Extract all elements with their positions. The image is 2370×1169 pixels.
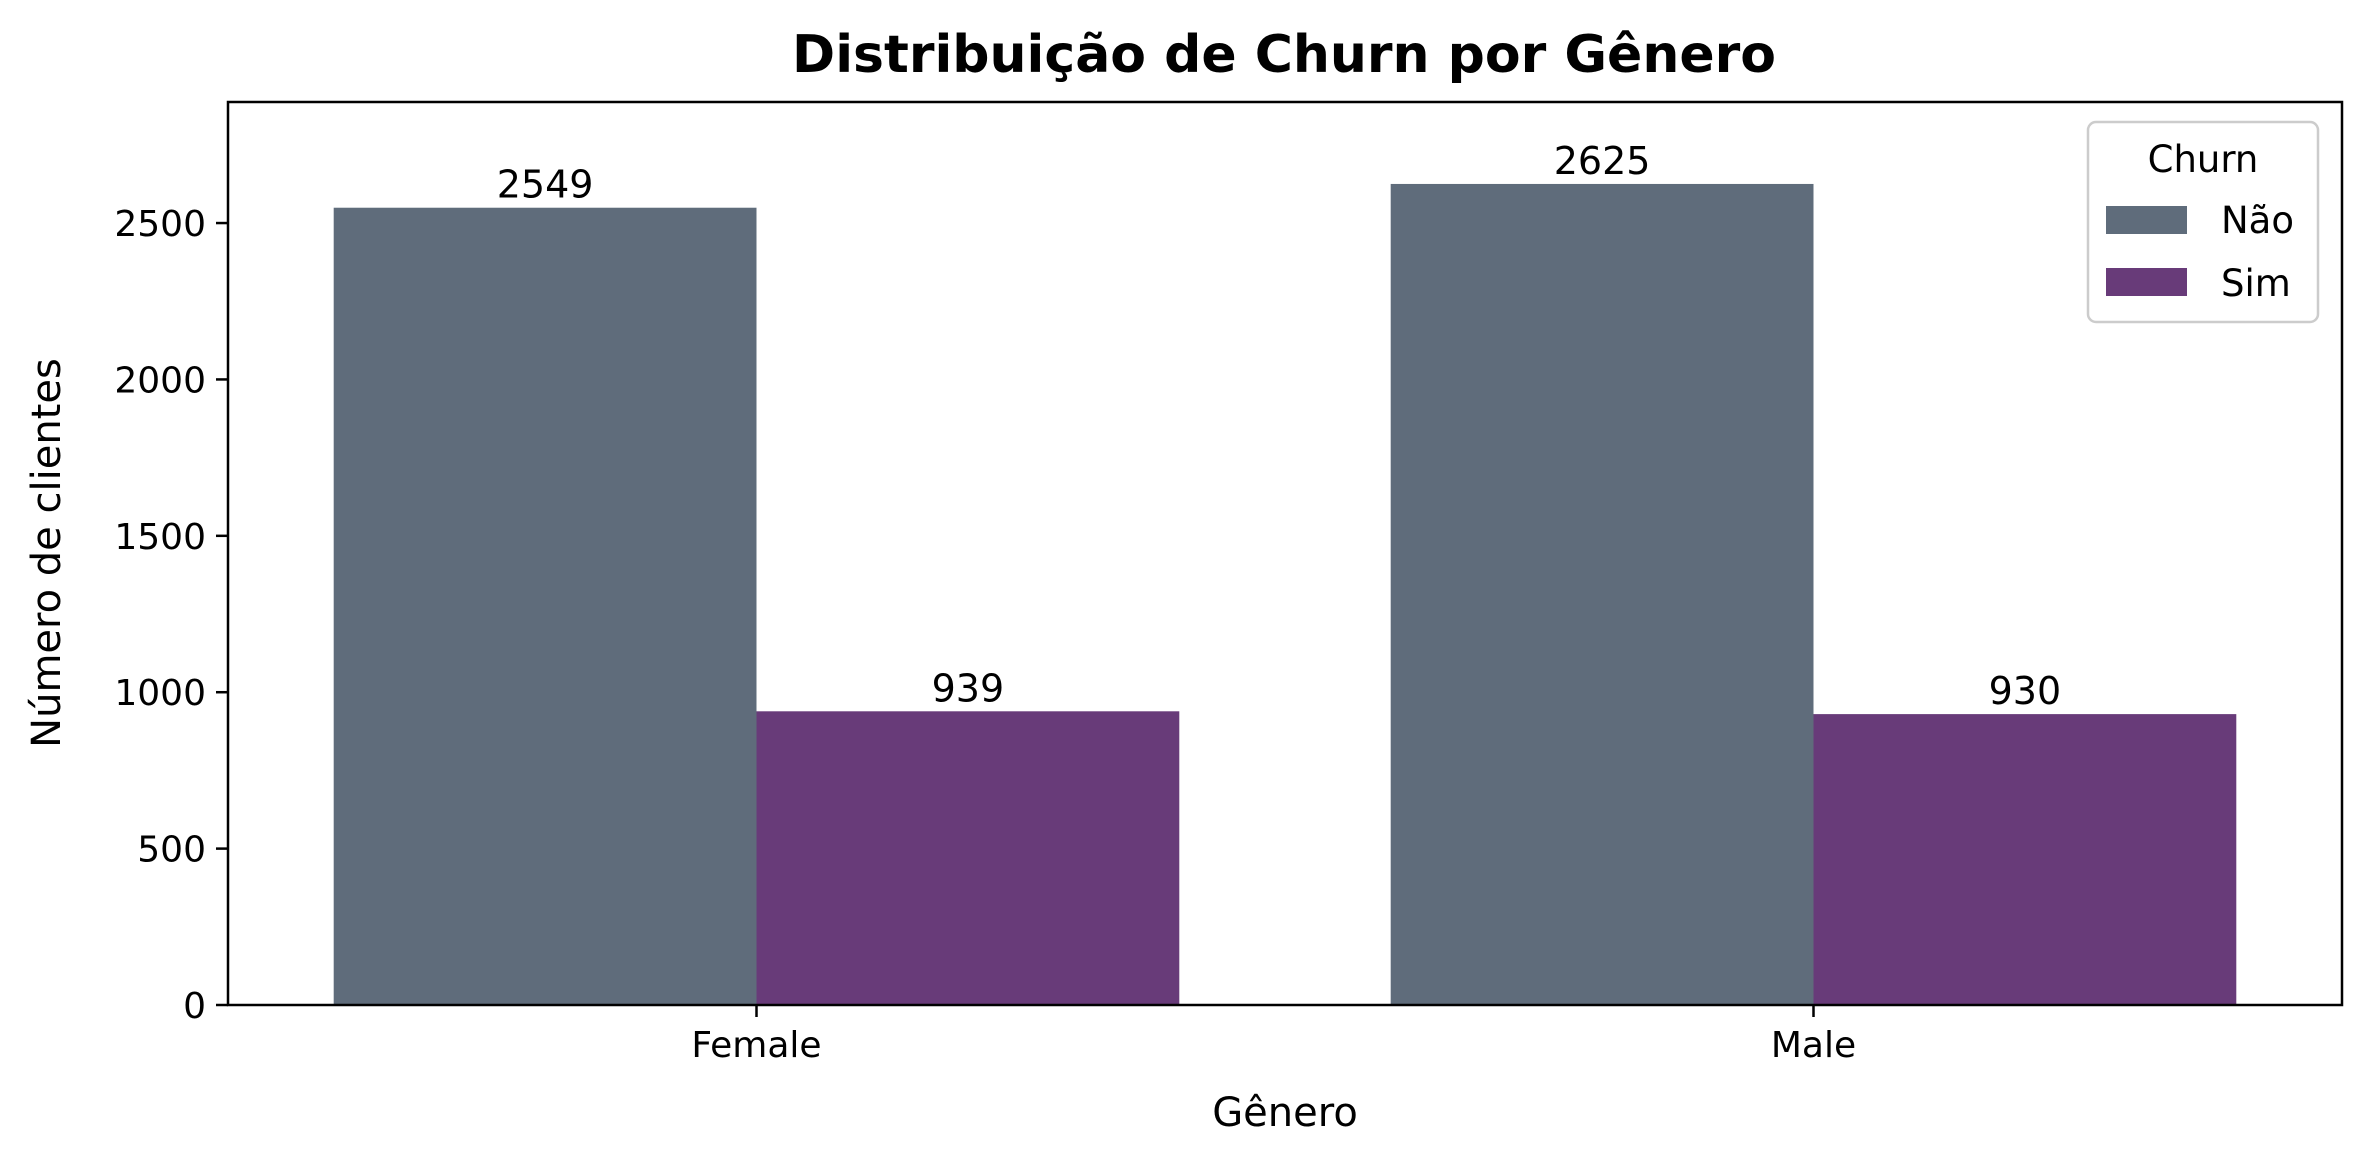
bar-value-label: 2625 xyxy=(1554,139,1651,183)
x-axis: Female Male xyxy=(691,1005,1856,1066)
bar-male-sim xyxy=(1813,714,2237,1005)
legend-label-sim: Sim xyxy=(2221,262,2291,305)
y-tick-label: 1500 xyxy=(114,517,206,558)
bar-male-nao xyxy=(1390,183,1814,1005)
plot-frame xyxy=(226,100,2344,1007)
bars-group xyxy=(333,183,2237,1006)
bar-female-nao xyxy=(333,207,757,1006)
chart-title: Distribuição de Churn por Gênero xyxy=(792,25,1776,85)
y-axis-label: Número de clientes xyxy=(24,358,70,748)
y-tick-label: 500 xyxy=(137,830,206,871)
x-axis-label: Gênero xyxy=(1212,1090,1358,1136)
y-axis: 0 500 1000 1500 2000 2500 xyxy=(114,204,228,1027)
y-tick-label: 2000 xyxy=(114,360,206,401)
bar-labels-group: 2549 939 2625 930 xyxy=(497,139,2061,713)
bar-female-sim xyxy=(756,711,1180,1005)
x-tick-label: Female xyxy=(691,1025,821,1066)
legend: Churn Não Sim xyxy=(2086,120,2320,324)
y-tick-label: 2500 xyxy=(114,204,206,245)
bar-value-label: 930 xyxy=(1989,669,2062,713)
legend-label-nao: Não xyxy=(2221,199,2294,242)
x-tick-label: Male xyxy=(1771,1025,1856,1066)
legend-swatch-sim xyxy=(2106,268,2187,296)
y-tick-label: 1000 xyxy=(114,673,206,714)
legend-swatch-nao xyxy=(2106,206,2187,234)
bar-value-label: 939 xyxy=(932,666,1005,710)
legend-title: Churn xyxy=(2148,138,2259,181)
y-tick-label: 0 xyxy=(183,986,206,1027)
bar-value-label: 2549 xyxy=(497,163,594,207)
